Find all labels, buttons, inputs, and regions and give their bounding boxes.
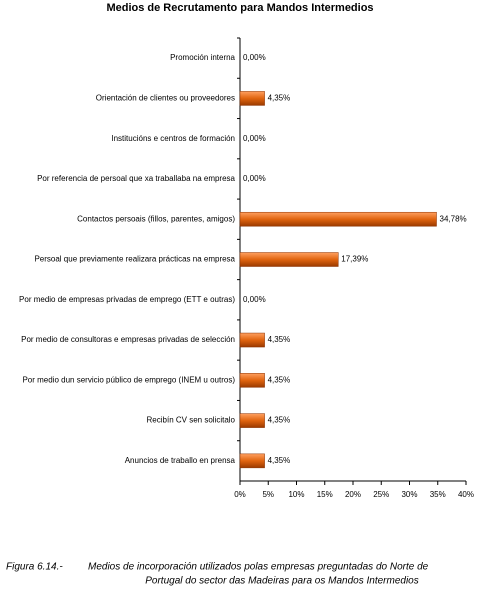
y-tick-label: Institucións e centros de formación (111, 134, 235, 143)
value-label: 4,35% (268, 416, 291, 425)
x-tick-label: 40% (458, 490, 474, 499)
y-tick-label: Por referencia de persoal que xa traball… (37, 174, 235, 183)
value-label: 0,00% (243, 134, 266, 143)
y-tick-label: Por medio de consultoras e empresas priv… (21, 335, 235, 344)
bar (239, 373, 265, 388)
caption-label: Figura 6.14.- (6, 562, 63, 573)
y-tick-label: Por medio de empresas privadas de empreg… (19, 295, 235, 304)
value-label: 0,00% (243, 295, 266, 304)
x-tick-label: 5% (262, 490, 274, 499)
value-label: 0,00% (243, 53, 266, 62)
bar (239, 453, 265, 469)
caption: Medios de incorporación utilizados polas… (88, 562, 429, 573)
value-label: 34,78% (440, 214, 467, 223)
x-tick-label: 25% (373, 490, 389, 499)
x-tick-label: 35% (430, 490, 446, 499)
x-tick-label: 30% (401, 490, 417, 499)
y-tick-label: Promoción interna (170, 53, 235, 62)
x-tick-label: 15% (317, 490, 333, 499)
x-tick-label: 0% (234, 490, 246, 499)
value-label: 4,35% (268, 335, 291, 344)
y-tick-label: Orientación de clientes ou proveedores (96, 94, 235, 103)
value-label: 4,35% (268, 456, 291, 465)
y-tick-label: Contactos persoais (fillos, parentes, am… (77, 214, 235, 223)
value-label: 0,00% (243, 174, 266, 183)
chart-title: Medios de Recrutamento para Mandos Inter… (106, 2, 373, 14)
value-label: 4,35% (268, 94, 291, 103)
y-tick-label: Recibín CV sen solicitalo (147, 416, 236, 425)
bar (239, 413, 265, 428)
bar (239, 332, 265, 348)
y-tick-label: Por medio dun servicio público de empreg… (22, 375, 235, 384)
caption: Portugal do sector das Madeiras para os … (145, 576, 418, 587)
value-label: 4,35% (268, 375, 291, 384)
bar (239, 211, 437, 227)
value-label: 17,39% (341, 255, 368, 264)
y-tick-label: Anuncios de traballo en prensa (125, 456, 236, 465)
x-tick-label: 20% (345, 490, 361, 499)
x-tick-label: 10% (288, 490, 304, 499)
bar (239, 252, 339, 267)
y-tick-label: Persoal que previamente realizara prácti… (34, 255, 235, 264)
bar (239, 91, 265, 106)
